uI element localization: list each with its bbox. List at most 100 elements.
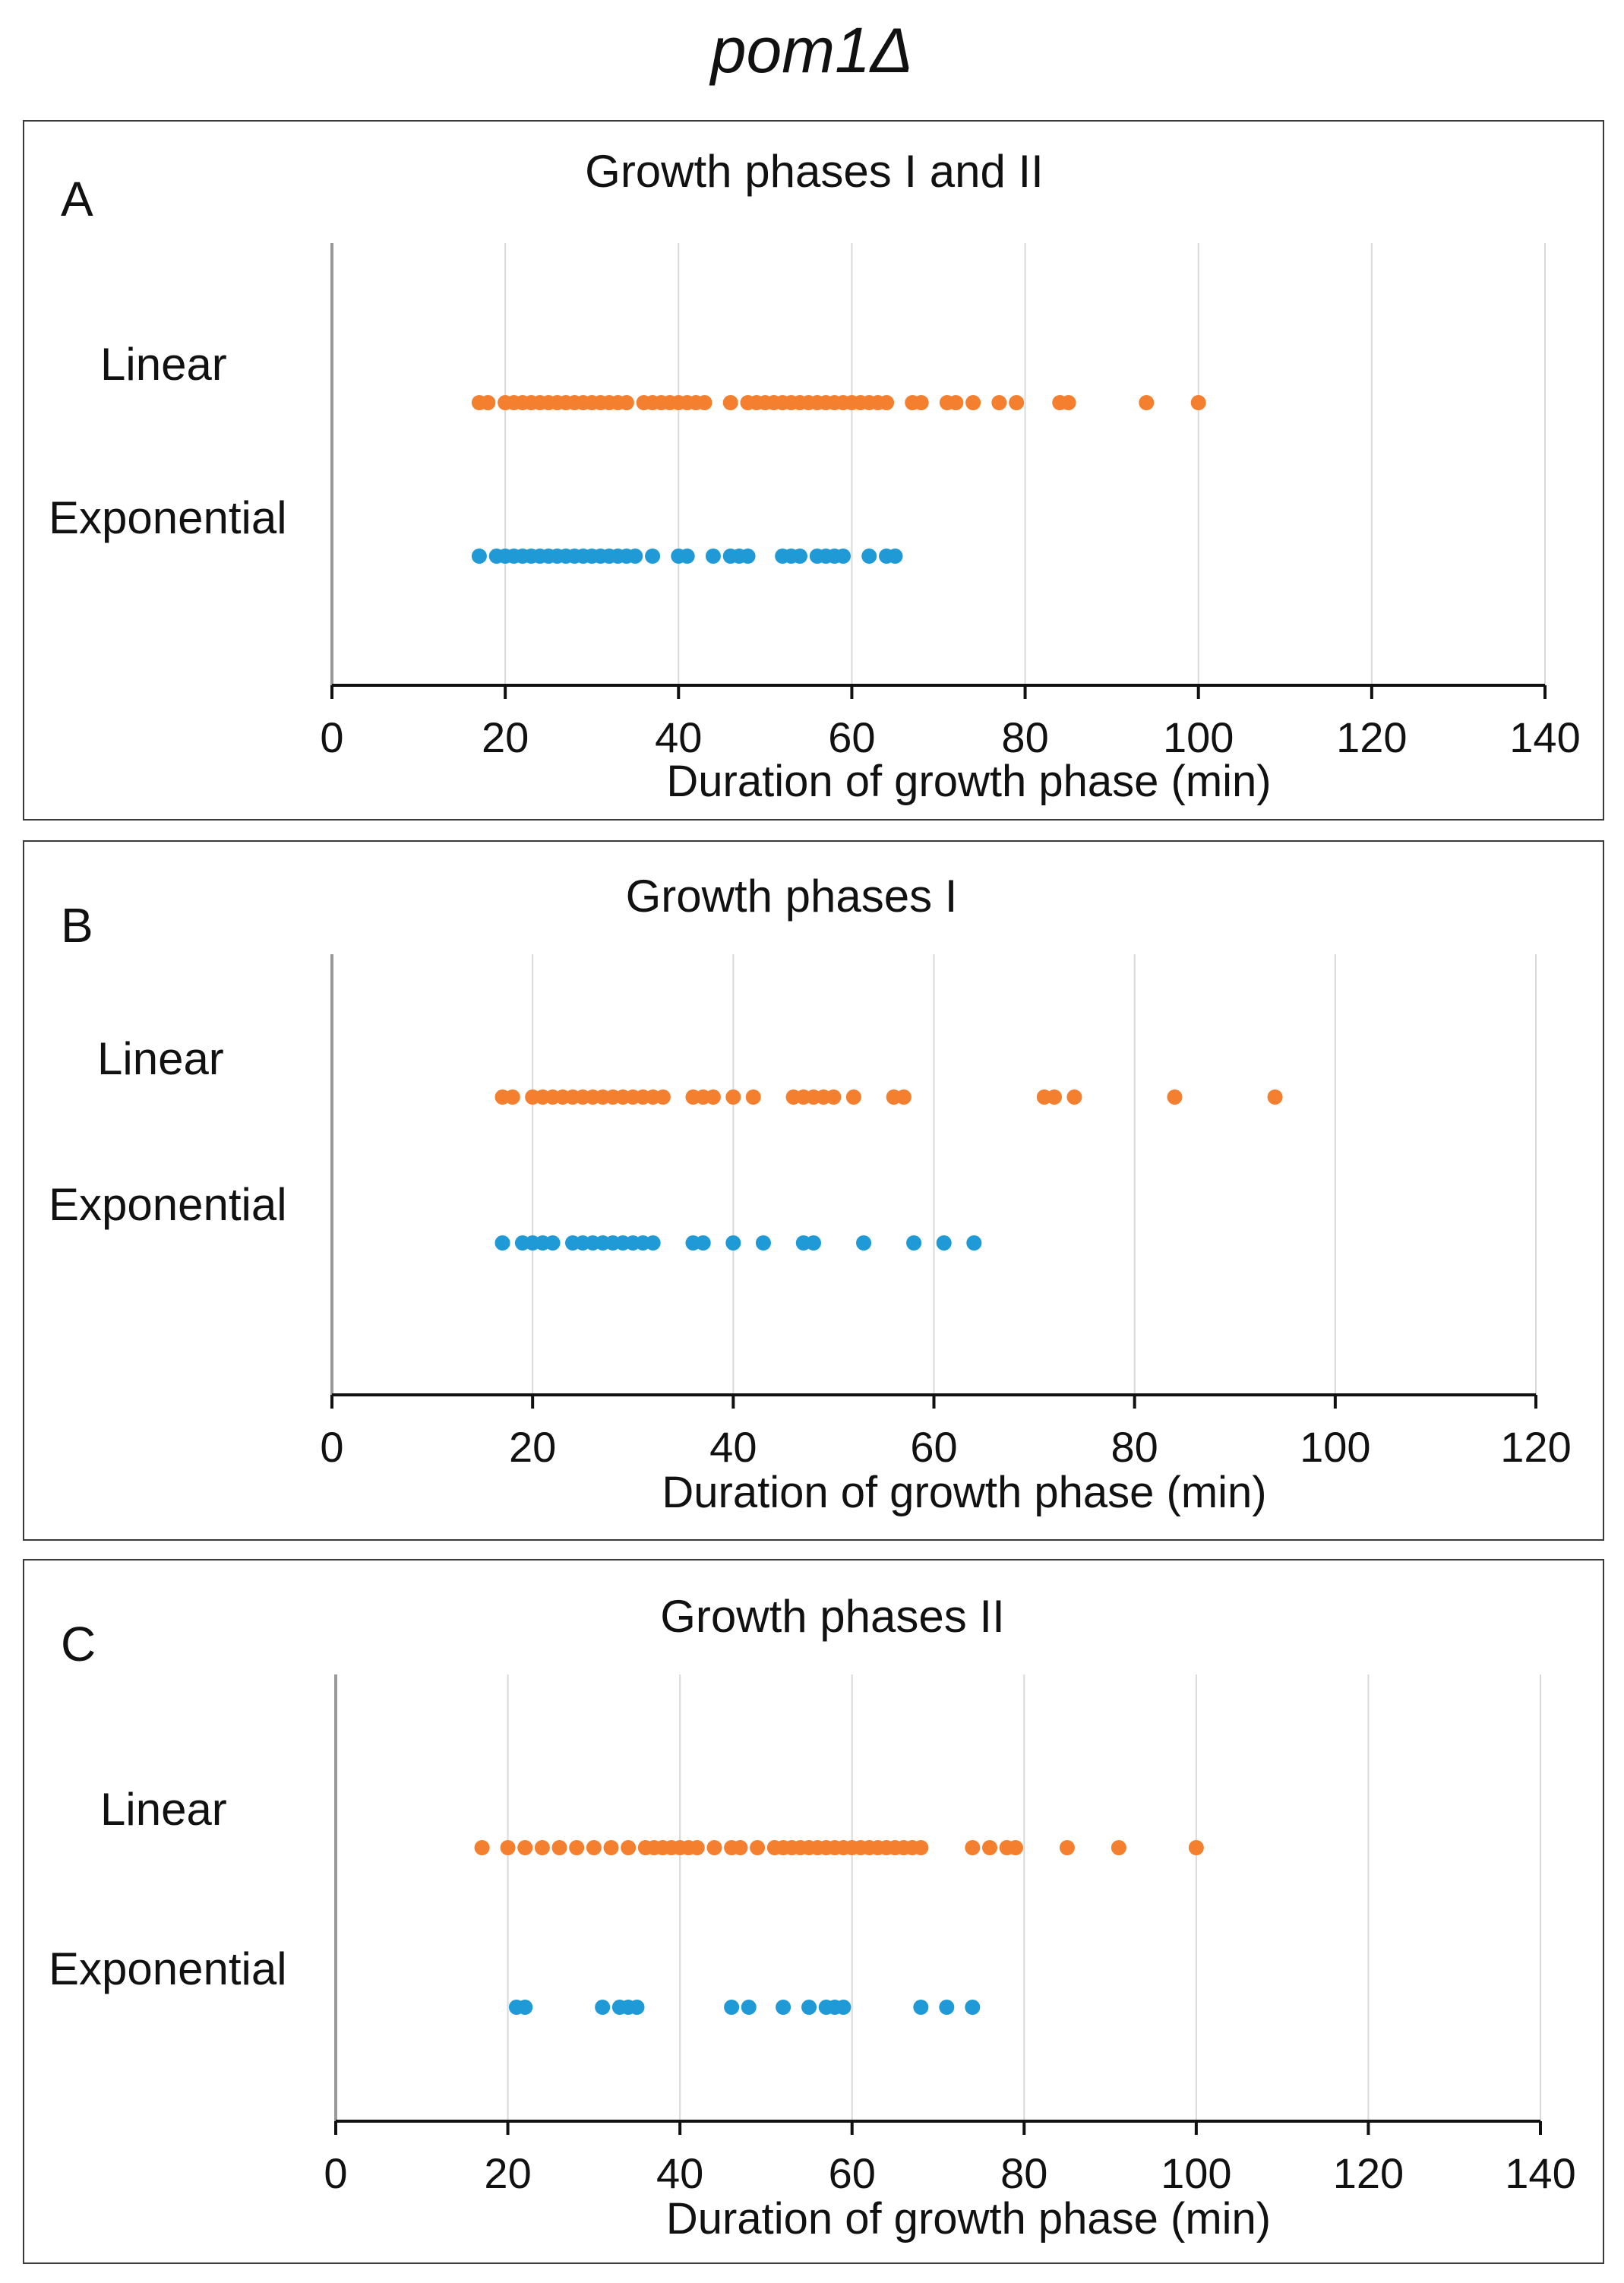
category-label-linear: Linear bbox=[97, 1033, 224, 1084]
data-point-linear bbox=[1047, 1089, 1062, 1105]
data-point-exponential bbox=[595, 2000, 611, 2015]
data-point-exponential bbox=[629, 2000, 645, 2015]
data-point-exponential bbox=[791, 549, 807, 564]
data-point-linear bbox=[1167, 1089, 1183, 1105]
x-tick-label: 140 bbox=[1509, 713, 1580, 761]
x-tick-label: 40 bbox=[656, 2149, 703, 2197]
x-tick-label: 60 bbox=[828, 713, 875, 761]
category-label-exponential: Exponential bbox=[49, 492, 287, 543]
data-point-exponential bbox=[836, 549, 851, 564]
data-point-linear bbox=[1111, 1840, 1126, 1855]
data-point-linear bbox=[1190, 395, 1206, 410]
data-point-exponential bbox=[517, 2000, 533, 2015]
data-point-linear bbox=[981, 1840, 997, 1855]
x-tick-label: 100 bbox=[1161, 2149, 1231, 2197]
data-point-linear bbox=[913, 395, 929, 410]
data-point-exponential bbox=[725, 1235, 741, 1251]
x-axis-label: Duration of growth phase (min) bbox=[666, 757, 1271, 806]
data-point-linear bbox=[689, 1840, 705, 1855]
data-point-linear bbox=[879, 395, 895, 410]
data-point-exponential bbox=[724, 2000, 740, 2015]
category-label-exponential: Exponential bbox=[49, 1943, 287, 1994]
data-point-linear bbox=[1059, 1840, 1075, 1855]
data-point-linear bbox=[569, 1840, 585, 1855]
data-point-exponential bbox=[861, 549, 877, 564]
x-tick-label: 40 bbox=[655, 713, 702, 761]
data-point-linear bbox=[534, 1840, 550, 1855]
x-tick-label: 120 bbox=[1336, 713, 1407, 761]
data-point-exponential bbox=[836, 2000, 851, 2015]
data-point-linear bbox=[750, 1840, 766, 1855]
x-tick-label: 0 bbox=[320, 713, 343, 761]
panel-letter: A bbox=[61, 172, 93, 226]
x-tick-label: 0 bbox=[324, 2149, 347, 2197]
data-point-exponential bbox=[741, 2000, 757, 2015]
data-point-linear bbox=[896, 1089, 912, 1105]
panel-letter: C bbox=[61, 1617, 96, 1671]
panel-b-chart: 0 20 40 60 80 100 120 B Growth phases I Duration … bbox=[49, 871, 1572, 1517]
x-tick-label: 80 bbox=[1001, 713, 1048, 761]
data-point-linear bbox=[1060, 395, 1076, 410]
data-point-linear bbox=[725, 1089, 741, 1105]
panel-b: 0 20 40 60 80 100 120 B Growth phases I Duration … bbox=[23, 840, 1604, 1541]
data-point-linear bbox=[517, 1840, 533, 1855]
x-tick-label: 20 bbox=[482, 713, 529, 761]
x-tick-label: 120 bbox=[1500, 1423, 1571, 1471]
data-point-exponential bbox=[966, 1235, 982, 1251]
x-tick-label: 100 bbox=[1300, 1423, 1370, 1471]
panel-letter: B bbox=[61, 898, 93, 953]
category-label-linear: Linear bbox=[100, 1784, 227, 1835]
data-point-exponential bbox=[936, 1235, 952, 1251]
category-label-exponential: Exponential bbox=[49, 1179, 287, 1230]
data-point-exponential bbox=[740, 549, 756, 564]
x-tick-label: 100 bbox=[1163, 713, 1234, 761]
data-point-exponential bbox=[627, 549, 643, 564]
data-point-linear bbox=[1009, 395, 1025, 410]
data-point-exponential bbox=[645, 549, 661, 564]
data-point-exponential bbox=[545, 1235, 561, 1251]
panel-a-chart: 0 20 40 60 80 100 120 140 A Growth phases I and I… bbox=[49, 146, 1581, 806]
panel-a: 0 20 40 60 80 100 120 140 A Growth phases I and I… bbox=[23, 120, 1604, 821]
data-point-exponential bbox=[471, 549, 487, 564]
x-tick-label: 60 bbox=[910, 1423, 957, 1471]
data-point-exponential bbox=[705, 549, 721, 564]
data-point-exponential bbox=[645, 1235, 661, 1251]
data-point-linear bbox=[826, 1089, 842, 1105]
panel-c: 0 20 40 60 80 100 120 140 C Growth phases II Durat… bbox=[23, 1559, 1604, 2264]
data-point-linear bbox=[1188, 1840, 1204, 1855]
data-point-linear bbox=[845, 1089, 861, 1105]
x-axis-label: Duration of growth phase (min) bbox=[662, 1468, 1266, 1517]
panel-title: Growth phases I and II bbox=[585, 146, 1044, 197]
data-point-exponential bbox=[913, 2000, 929, 2015]
x-tick-label: 60 bbox=[829, 2149, 876, 2197]
data-point-linear bbox=[603, 1840, 619, 1855]
x-tick-label: 0 bbox=[320, 1423, 343, 1471]
data-point-exponential bbox=[939, 2000, 955, 2015]
x-tick-label: 40 bbox=[709, 1423, 757, 1471]
data-point-linear bbox=[722, 395, 738, 410]
panel-title: Growth phases II bbox=[660, 1591, 1005, 1642]
x-axis-label: Duration of growth phase (min) bbox=[666, 2194, 1271, 2243]
x-tick-label: 80 bbox=[1000, 2149, 1047, 2197]
data-point-linear bbox=[697, 395, 712, 410]
data-point-linear bbox=[913, 1840, 929, 1855]
data-point-linear bbox=[1066, 1089, 1082, 1105]
data-point-linear bbox=[504, 1089, 520, 1105]
data-point-exponential bbox=[679, 549, 695, 564]
data-point-exponential bbox=[776, 2000, 791, 2015]
data-point-linear bbox=[480, 395, 496, 410]
data-point-linear bbox=[621, 1840, 637, 1855]
panel-c-chart: 0 20 40 60 80 100 120 140 C Growth phases II Durat… bbox=[49, 1591, 1576, 2243]
panel-title: Growth phases I bbox=[626, 871, 958, 922]
data-point-linear bbox=[655, 1089, 671, 1105]
x-tick-label: 140 bbox=[1505, 2149, 1575, 2197]
data-point-linear bbox=[551, 1840, 567, 1855]
data-point-linear bbox=[1267, 1089, 1283, 1105]
data-point-linear bbox=[705, 1089, 721, 1105]
category-label-linear: Linear bbox=[100, 339, 227, 390]
data-point-linear bbox=[965, 395, 981, 410]
data-point-linear bbox=[474, 1840, 490, 1855]
data-point-linear bbox=[1007, 1840, 1023, 1855]
data-point-linear bbox=[500, 1840, 516, 1855]
data-point-linear bbox=[991, 395, 1007, 410]
